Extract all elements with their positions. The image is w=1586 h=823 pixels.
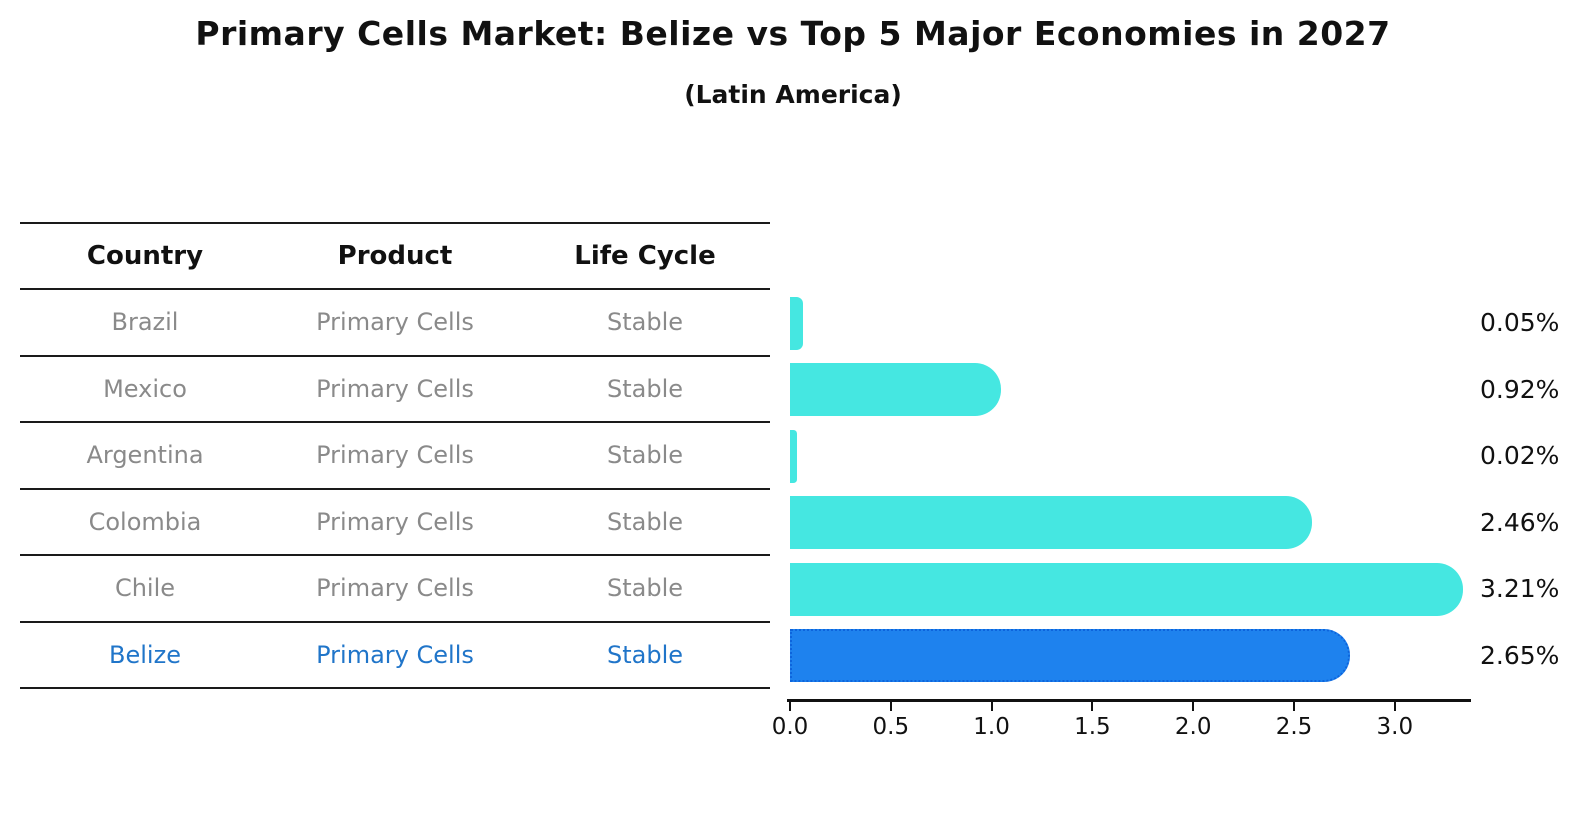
table-cell-country: Belize bbox=[109, 640, 181, 669]
table-cell-product: Primary Cells bbox=[316, 640, 474, 669]
bar-argentina bbox=[790, 429, 798, 483]
table-header-cell: Country bbox=[86, 241, 204, 271]
x-tick bbox=[789, 702, 791, 711]
table-cell-country: Argentina bbox=[86, 441, 204, 470]
table-cell-life-cycle: Stable bbox=[606, 507, 684, 536]
bar-brazil bbox=[790, 296, 804, 350]
table-cell-product: Primary Cells bbox=[316, 574, 474, 603]
x-tick bbox=[889, 702, 892, 711]
table-cell-country: Mexico bbox=[103, 374, 187, 403]
bar-value-label: 2.46% bbox=[1480, 507, 1560, 537]
x-tick bbox=[990, 702, 993, 711]
x-tick-label: 0.0 bbox=[771, 714, 809, 740]
x-tick bbox=[1091, 702, 1094, 711]
x-tick bbox=[1192, 702, 1195, 711]
table-cell-life-cycle: Stable bbox=[606, 640, 684, 669]
table-cell-product: Primary Cells bbox=[316, 507, 474, 536]
table-header-cell: Life Cycle bbox=[574, 241, 716, 271]
table-cell-product: Primary Cells bbox=[316, 308, 474, 337]
table-header-cell: Product bbox=[337, 241, 453, 271]
country-table: Country Product Life Cycle Brazil Primary Ce… bbox=[20, 222, 770, 689]
x-tick-label: 2.5 bbox=[1275, 714, 1313, 740]
table-cell-life-cycle: Stable bbox=[606, 308, 684, 337]
table-cell-country: Colombia bbox=[88, 507, 202, 536]
x-axis-line bbox=[787, 699, 1471, 702]
table-row: Mexico Primary Cells Stable bbox=[20, 357, 770, 423]
x-tick bbox=[1393, 702, 1396, 711]
chart-title: Primary Cells Market: Belize vs Top 5 Ma… bbox=[195, 14, 1391, 53]
x-tick bbox=[1293, 702, 1295, 711]
bar-belize bbox=[790, 629, 1351, 683]
bar-colombia bbox=[790, 496, 1312, 550]
bar-value-label: 0.02% bbox=[1480, 441, 1560, 471]
table-row: Argentina Primary Cells Stable bbox=[20, 423, 770, 490]
bar-value-label: 2.65% bbox=[1480, 640, 1560, 670]
bar-mexico bbox=[790, 363, 1002, 417]
table-cell-life-cycle: Stable bbox=[606, 374, 684, 403]
table-row: Chile Primary Cells Stable bbox=[20, 556, 770, 623]
table-row: Colombia Primary Cells Stable bbox=[20, 490, 770, 556]
table-row: Belize Primary Cells Stable bbox=[20, 623, 770, 689]
table-cell-country: Chile bbox=[114, 574, 176, 603]
x-tick-label: 0.5 bbox=[872, 714, 910, 740]
x-tick-label: 1.5 bbox=[1074, 714, 1111, 740]
table-cell-product: Primary Cells bbox=[316, 441, 474, 470]
table-cell-product: Primary Cells bbox=[316, 374, 474, 403]
x-tick-label: 3.0 bbox=[1376, 714, 1414, 740]
table-header-row: Country Product Life Cycle bbox=[20, 224, 770, 290]
table-cell-country: Brazil bbox=[111, 308, 179, 337]
table-row: Brazil Primary Cells Stable bbox=[20, 290, 770, 357]
bar-chile bbox=[790, 562, 1464, 616]
x-tick-label: 1.0 bbox=[973, 714, 1010, 740]
bar-value-label: 0.05% bbox=[1480, 308, 1560, 338]
table-cell-life-cycle: Stable bbox=[606, 441, 684, 470]
bar-value-label: 3.21% bbox=[1480, 574, 1560, 604]
chart-subtitle: (Latin America) bbox=[684, 80, 902, 109]
bar-value-label: 0.92% bbox=[1480, 374, 1560, 404]
table-cell-life-cycle: Stable bbox=[606, 574, 684, 603]
x-tick-label: 2.0 bbox=[1174, 714, 1212, 740]
